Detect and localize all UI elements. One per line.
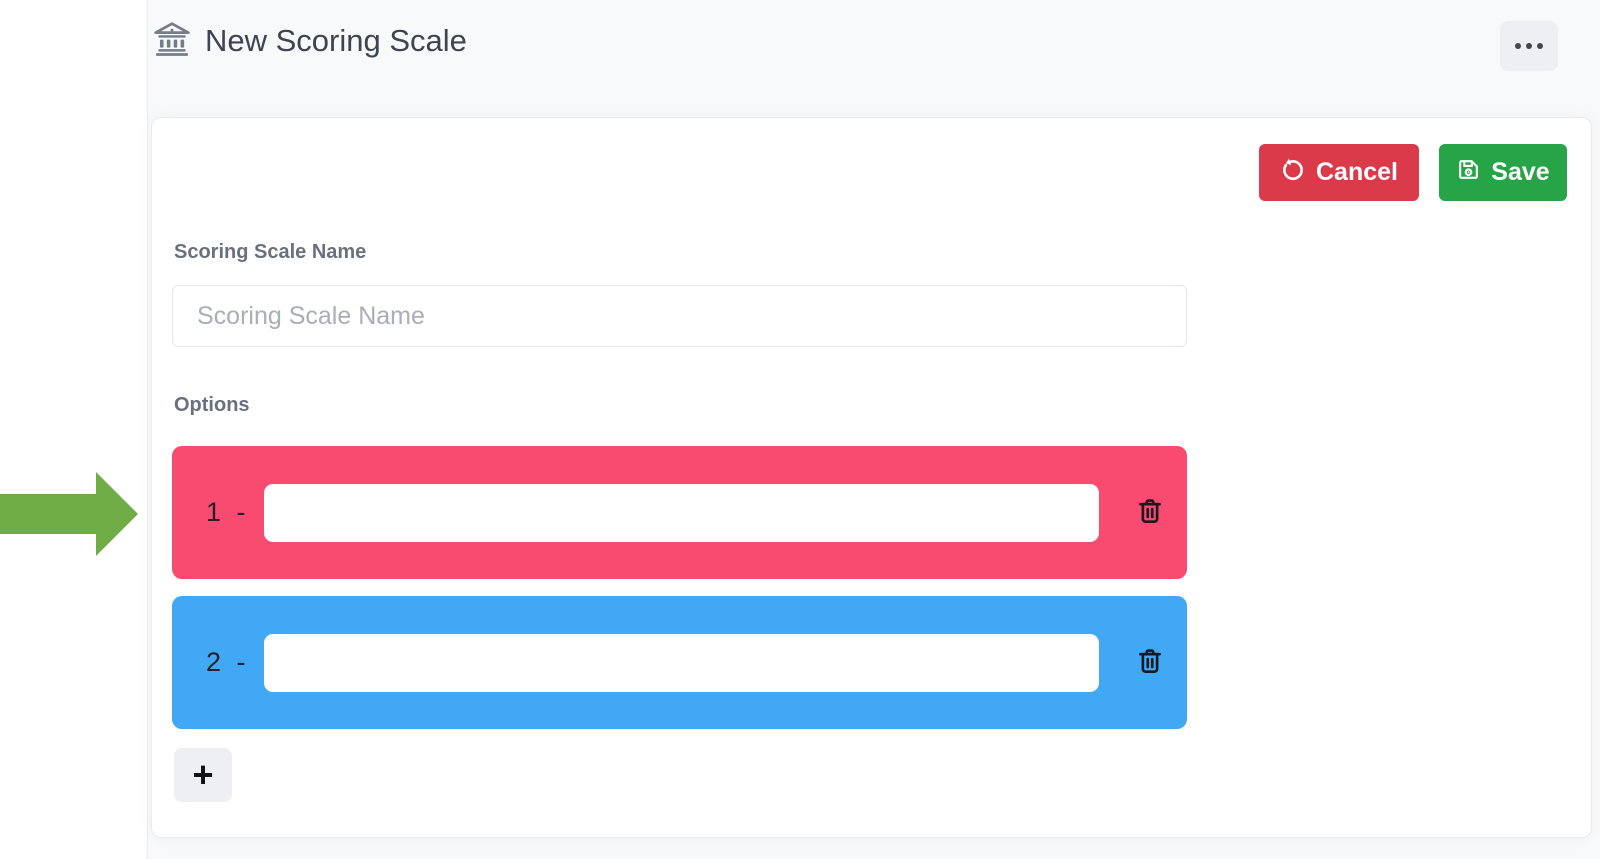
ellipsis-icon — [1526, 43, 1532, 49]
save-button-label: Save — [1491, 158, 1550, 186]
floppy-disk-icon — [1456, 157, 1481, 189]
cancel-button-label: Cancel — [1316, 158, 1398, 186]
option-1-delete-button[interactable] — [1133, 494, 1167, 532]
save-button[interactable]: Save — [1439, 144, 1567, 201]
plus-icon: + — [192, 754, 214, 795]
undo-icon — [1280, 156, 1306, 189]
option-2-delete-button[interactable] — [1133, 644, 1167, 682]
option-2-input[interactable] — [264, 633, 1099, 692]
option-2-number: 2 - — [206, 647, 246, 677]
page-title: New Scoring Scale — [205, 23, 467, 58]
scoring-scale-card: Cancel Save Scoring Scale Name Options — [151, 117, 1592, 838]
scoring-scale-name-input[interactable] — [172, 285, 1187, 347]
green-arrow-right-icon — [0, 472, 138, 556]
option-row-1: 1 - — [172, 446, 1187, 579]
option-row-2: 2 - — [172, 596, 1187, 729]
ellipsis-icon — [1537, 43, 1543, 49]
scoring-scale-name-label: Scoring Scale Name — [174, 241, 367, 263]
options-label: Options — [174, 394, 250, 416]
trash-icon — [1135, 494, 1165, 531]
bank-icon — [153, 20, 191, 58]
option-1-number: 1 - — [206, 497, 246, 527]
more-options-button[interactable] — [1500, 21, 1558, 71]
cancel-button[interactable]: Cancel — [1259, 144, 1419, 201]
add-option-button[interactable]: + — [174, 748, 232, 802]
trash-icon — [1135, 644, 1165, 681]
app-region: New Scoring Scale Cancel — [147, 0, 1600, 859]
ellipsis-icon — [1515, 43, 1521, 49]
option-1-input[interactable] — [264, 483, 1099, 542]
